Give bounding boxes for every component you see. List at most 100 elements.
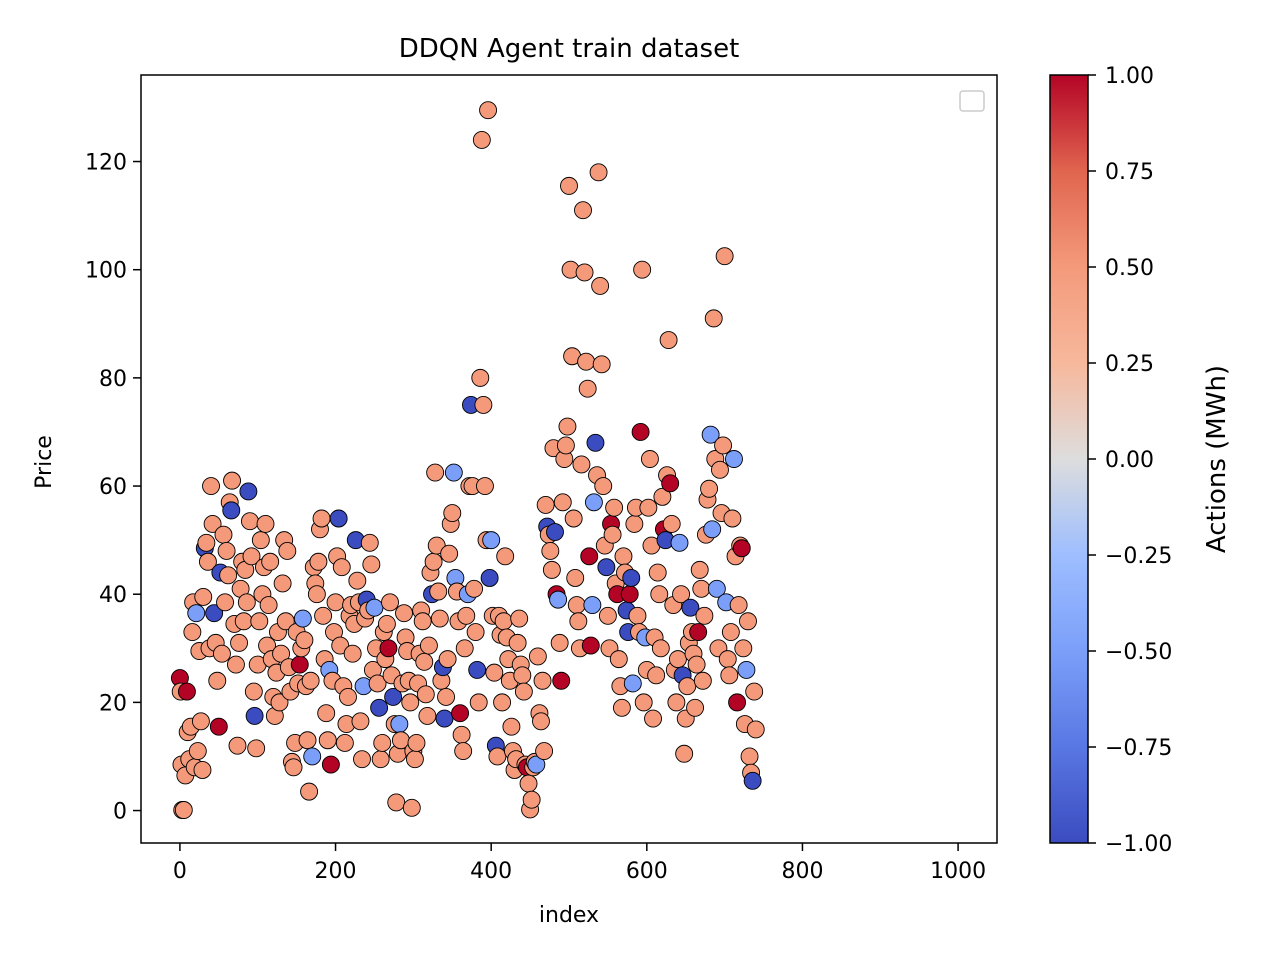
scatter-point (251, 531, 270, 550)
scatter-point (329, 509, 348, 528)
scatter-point (651, 639, 670, 658)
scatter-point (589, 163, 608, 182)
scatter-point (644, 709, 662, 728)
scatter-point (734, 639, 753, 658)
scatter-point (419, 636, 438, 655)
scatter-point (703, 520, 722, 539)
scatter-point (370, 698, 389, 717)
scatter-point (244, 682, 263, 701)
legend-box (959, 90, 985, 112)
scatter-point (427, 536, 446, 555)
scatter-point (740, 747, 759, 766)
x-tick-label: 1000 (930, 859, 986, 884)
scatter-point (212, 644, 231, 663)
scatter-point (633, 260, 652, 279)
scatter-point (553, 493, 572, 512)
scatter-point (631, 423, 650, 441)
scatter-point (415, 652, 434, 671)
scatter-point (552, 671, 571, 690)
scatter-point (479, 101, 498, 120)
scatter-point (242, 547, 261, 566)
colorbar-tick-label: −1.00 (1105, 832, 1172, 857)
scatter-point (634, 693, 653, 712)
scatter-point (426, 463, 445, 482)
points-layer (170, 101, 765, 819)
scatter-point (452, 725, 471, 744)
scatter-point (598, 606, 617, 625)
scatter-point (290, 655, 309, 674)
scatter-point (519, 774, 538, 793)
scatter-point (586, 433, 605, 452)
scatter-point (362, 555, 381, 574)
scatter-point (368, 674, 387, 693)
x-tick-label: 400 (470, 859, 512, 884)
y-axis-label: Price (32, 435, 57, 489)
scatter-point (574, 201, 592, 220)
scatter-point (437, 688, 455, 706)
scatter-point (692, 579, 711, 598)
scatter-point (746, 720, 765, 739)
scatter-point (527, 755, 546, 774)
scatter-point (444, 463, 463, 482)
scatter-point (522, 790, 541, 809)
scatter-point (219, 566, 238, 585)
scatter-point (583, 596, 602, 614)
scatter-point (693, 671, 712, 690)
scatter-point (469, 693, 488, 712)
y-tick-label: 0 (113, 800, 127, 825)
x-tick-label: 600 (626, 859, 668, 884)
scatter-point (301, 671, 320, 690)
colorbar-tick-label: −0.75 (1105, 736, 1172, 761)
y-tick-label: 40 (99, 583, 127, 608)
scatter-point (480, 569, 499, 587)
scatter-point (234, 612, 253, 631)
scatter-point (474, 395, 493, 414)
scatter-point (317, 704, 336, 723)
scatter-point (494, 612, 513, 631)
scatter-point (276, 612, 295, 631)
colorbar-tick-label: 1.00 (1105, 64, 1154, 89)
scatter-point (739, 612, 757, 631)
scatter-point (424, 552, 443, 571)
scatter-point (405, 750, 424, 769)
scatter-point (690, 560, 709, 579)
scatter-point (187, 604, 206, 623)
scatter-point (737, 660, 756, 679)
scatter-point (413, 612, 432, 631)
scatter-point (339, 688, 357, 706)
scatter-point (572, 455, 591, 474)
scatter-point (208, 671, 227, 690)
scatter-point (476, 477, 494, 495)
scatter-point (591, 276, 610, 295)
scatter-point (247, 739, 266, 758)
scatter-point (707, 579, 726, 598)
scatter-point (482, 531, 501, 550)
scatter-point (609, 650, 628, 669)
scatter-point (270, 693, 289, 712)
plot-frame (140, 74, 998, 844)
scatter-point (628, 606, 647, 625)
scatter-point (295, 631, 314, 650)
scatter-point (625, 514, 644, 533)
scatter-point (502, 717, 521, 736)
scatter-point (721, 623, 740, 642)
scatter-point (729, 596, 748, 614)
colorbar-tick-label: 0.75 (1105, 160, 1154, 185)
scatter-point (197, 533, 216, 552)
scatter-point (648, 563, 667, 582)
scatter-point (550, 633, 569, 652)
scatter-point (532, 712, 550, 731)
scatter-point (566, 569, 585, 587)
scatter-point (390, 715, 409, 733)
scatter-point (321, 755, 340, 774)
scatter-point (194, 587, 213, 606)
scatter-point (371, 750, 390, 769)
scatter-point (675, 744, 694, 763)
scatter-point (584, 493, 603, 512)
scatter-point (203, 514, 222, 533)
scatter-point (650, 585, 669, 604)
scatter-point (639, 498, 658, 517)
scatter-point (387, 793, 406, 812)
scatter-point (443, 504, 462, 523)
scatter-point (661, 474, 680, 493)
